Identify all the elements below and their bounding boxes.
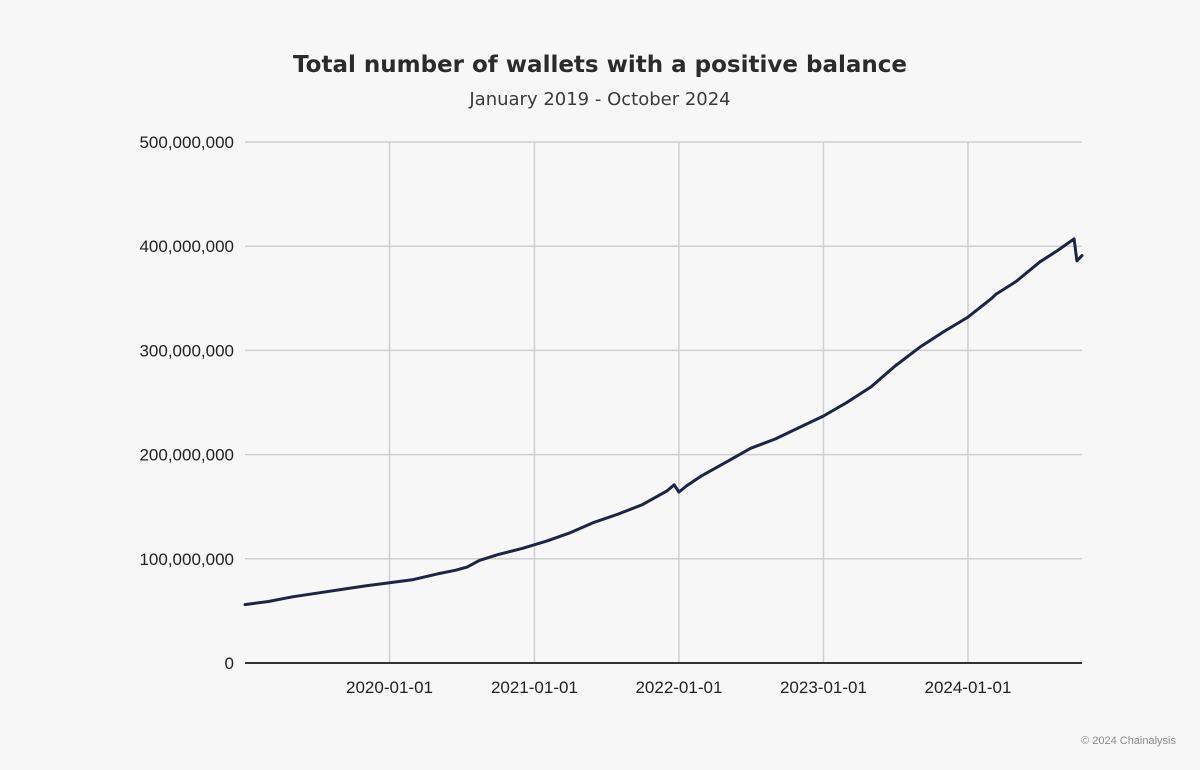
- x-tick-label: 2024-01-01: [924, 678, 1011, 697]
- y-tick-label: 200,000,000: [139, 446, 234, 465]
- tick-labels: 0 100,000,000 200,000,000 300,000,000 400,00…: [139, 133, 1011, 697]
- chart-subtitle: January 2019 - October 2024: [469, 89, 731, 110]
- series-line: [243, 237, 1084, 607]
- gridlines: [245, 141, 1082, 663]
- y-tick-label: 400,000,000: [139, 237, 234, 256]
- x-tick-label: 2023-01-01: [780, 678, 867, 697]
- y-tick-label: 300,000,000: [139, 341, 234, 360]
- series: [243, 237, 1084, 607]
- copyright-notice: © 2024 Chainalysis: [1081, 735, 1176, 747]
- y-tick-label: 500,000,000: [139, 133, 234, 152]
- x-tick-label: 2020-01-01: [346, 678, 433, 697]
- chart-title: Total number of wallets with a positive …: [293, 52, 907, 78]
- x-tick-label: 2021-01-01: [491, 678, 578, 697]
- x-tick-label: 2022-01-01: [635, 678, 722, 697]
- y-tick-label: 100,000,000: [139, 550, 234, 569]
- y-tick-label: 0: [225, 654, 234, 673]
